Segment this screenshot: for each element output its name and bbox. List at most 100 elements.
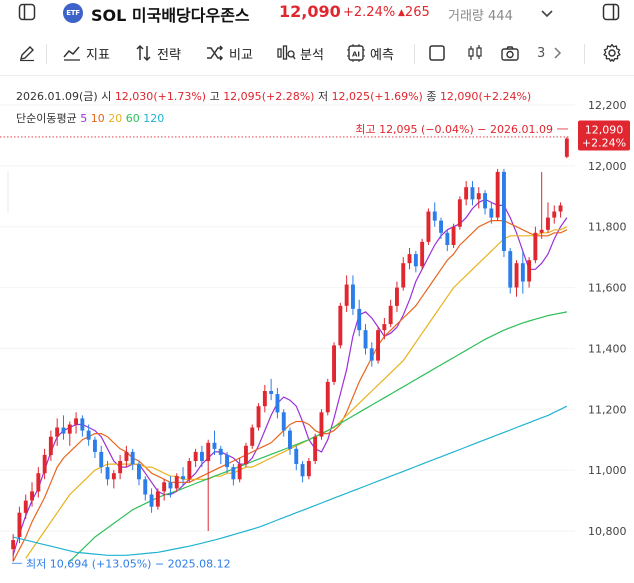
candle-body xyxy=(244,445,248,465)
candle-body xyxy=(130,451,135,465)
candle-body xyxy=(382,324,387,331)
settings-button[interactable] xyxy=(602,38,622,68)
candle-body xyxy=(558,205,563,212)
candle-body xyxy=(445,232,450,245)
low-annotation: 최저 10,694 (+13.05%) − 2025.08.12 xyxy=(26,557,231,570)
candle-body xyxy=(351,284,355,309)
candle-body xyxy=(533,232,538,261)
svg-text:AI: AI xyxy=(352,51,360,59)
low-label: 저 xyxy=(317,90,329,103)
candle-body xyxy=(407,254,412,264)
ma-legend-label: 단순이동평균 xyxy=(16,112,77,125)
shuffle-icon xyxy=(207,45,224,61)
candle-body xyxy=(36,473,41,492)
candle-body xyxy=(483,193,487,209)
candle-body xyxy=(319,412,324,437)
layout-toggle-icon[interactable] xyxy=(602,3,620,21)
analysis-icon xyxy=(277,45,296,60)
candle-body xyxy=(48,436,53,455)
candle-body xyxy=(432,211,437,221)
price-tick-label: 11,400 xyxy=(588,342,627,355)
candle-body xyxy=(11,540,16,550)
candle-body xyxy=(168,482,173,489)
price-axis: 12,200 12,000 11,800 11,600 11,400 11,200 11,0… xyxy=(578,99,630,538)
chevron-right-icon xyxy=(554,47,562,59)
price-tick-label: 12,200 xyxy=(588,99,627,112)
candle-body xyxy=(470,187,475,200)
candle-body xyxy=(426,211,431,242)
forecast-button[interactable]: AI 예측 xyxy=(346,38,394,68)
sidebar-toggle-icon[interactable] xyxy=(18,3,36,21)
toolbar-next-button[interactable] xyxy=(550,38,564,68)
toolbar-page: 3 xyxy=(537,38,545,68)
moving-average-lines xyxy=(12,198,568,562)
square-tool-button[interactable] xyxy=(428,38,446,68)
candle-body xyxy=(111,473,116,480)
candle-body xyxy=(546,217,550,230)
sort-arrows-icon xyxy=(136,44,151,62)
analysis-button[interactable]: 분석 xyxy=(276,38,324,68)
candle-body xyxy=(464,187,469,200)
candle-body xyxy=(162,482,167,492)
candle-body xyxy=(288,430,292,449)
ma-period-120: 120 xyxy=(143,112,165,125)
candle-body xyxy=(61,427,66,434)
candle-body xyxy=(23,500,28,513)
candle-body xyxy=(187,461,192,480)
current-price: 12,090 xyxy=(279,2,341,21)
close-pct: (+2.24%) xyxy=(478,90,532,103)
ma-5-line xyxy=(12,198,568,556)
compare-button[interactable]: 비교 xyxy=(205,38,253,68)
square-icon xyxy=(429,45,445,61)
ai-chip-icon: AI xyxy=(347,44,365,62)
candle-body xyxy=(564,138,569,157)
price-chart[interactable]: 최고 12,095 (−0.04%) − 2026.01.09 최저 10,694… xyxy=(0,76,634,583)
candle-body xyxy=(80,418,85,431)
candle-body xyxy=(502,171,506,251)
draw-tool-button[interactable] xyxy=(18,38,36,68)
analysis-label: 분석 xyxy=(300,47,324,63)
strategy-label: 전략 xyxy=(157,47,181,63)
candle-body xyxy=(388,305,393,325)
compare-label: 비교 xyxy=(229,47,253,63)
candle-body xyxy=(124,451,129,461)
close-value: 12,090 xyxy=(439,90,479,103)
screenshot-button[interactable] xyxy=(500,38,520,68)
ma-period-10: 10 xyxy=(90,112,105,125)
candle-body xyxy=(42,454,47,474)
camera-icon xyxy=(501,46,519,61)
high-annotation: 최고 12,095 (−0.04%) − 2026.01.09 xyxy=(355,123,553,136)
candle-body xyxy=(300,464,305,477)
price-grid xyxy=(0,104,575,532)
ohlc-legend: 2026.01.09(금) 시 12,030(+1.73%) 고 12,095(… xyxy=(16,88,531,104)
candle-body xyxy=(250,427,255,446)
stock-title[interactable]: SOL 미국배당다우존스 xyxy=(91,6,250,25)
indicator-button[interactable]: 지표 xyxy=(62,38,110,68)
chart-annotations: 최고 12,095 (−0.04%) − 2026.01.09 최저 10,694… xyxy=(12,123,568,570)
candle-body xyxy=(369,348,374,361)
candle-body xyxy=(363,330,368,349)
forecast-label: 예측 xyxy=(370,47,394,63)
ma-120-line xyxy=(12,405,568,556)
open-pct: (+1.73%) xyxy=(153,90,207,103)
volume: 거래량 444 xyxy=(448,5,513,24)
price-tick-label: 11,200 xyxy=(588,403,627,416)
candle-body xyxy=(231,467,236,480)
chevron-down-icon[interactable] xyxy=(538,4,556,22)
toolbar-page-number: 3 xyxy=(537,45,546,61)
candle-body xyxy=(181,476,185,480)
candle-body xyxy=(17,512,22,537)
candle-type-button[interactable] xyxy=(466,38,484,68)
current-price-badge-change: +2.24% xyxy=(582,136,626,149)
indicator-label: 지표 xyxy=(86,47,110,63)
ma-legend[interactable]: 단순이동평균 5 10 20 60 120 xyxy=(16,110,164,126)
candle-body xyxy=(105,467,110,480)
candle-body xyxy=(30,491,34,501)
change-amount: ▲265 xyxy=(398,5,430,20)
candle-body xyxy=(155,491,160,507)
high-pct: (+2.28%) xyxy=(261,90,315,103)
candle-body xyxy=(439,220,443,233)
volume-value: 444 xyxy=(488,9,513,24)
strategy-button[interactable]: 전략 xyxy=(135,38,181,68)
candle-body xyxy=(395,287,399,306)
